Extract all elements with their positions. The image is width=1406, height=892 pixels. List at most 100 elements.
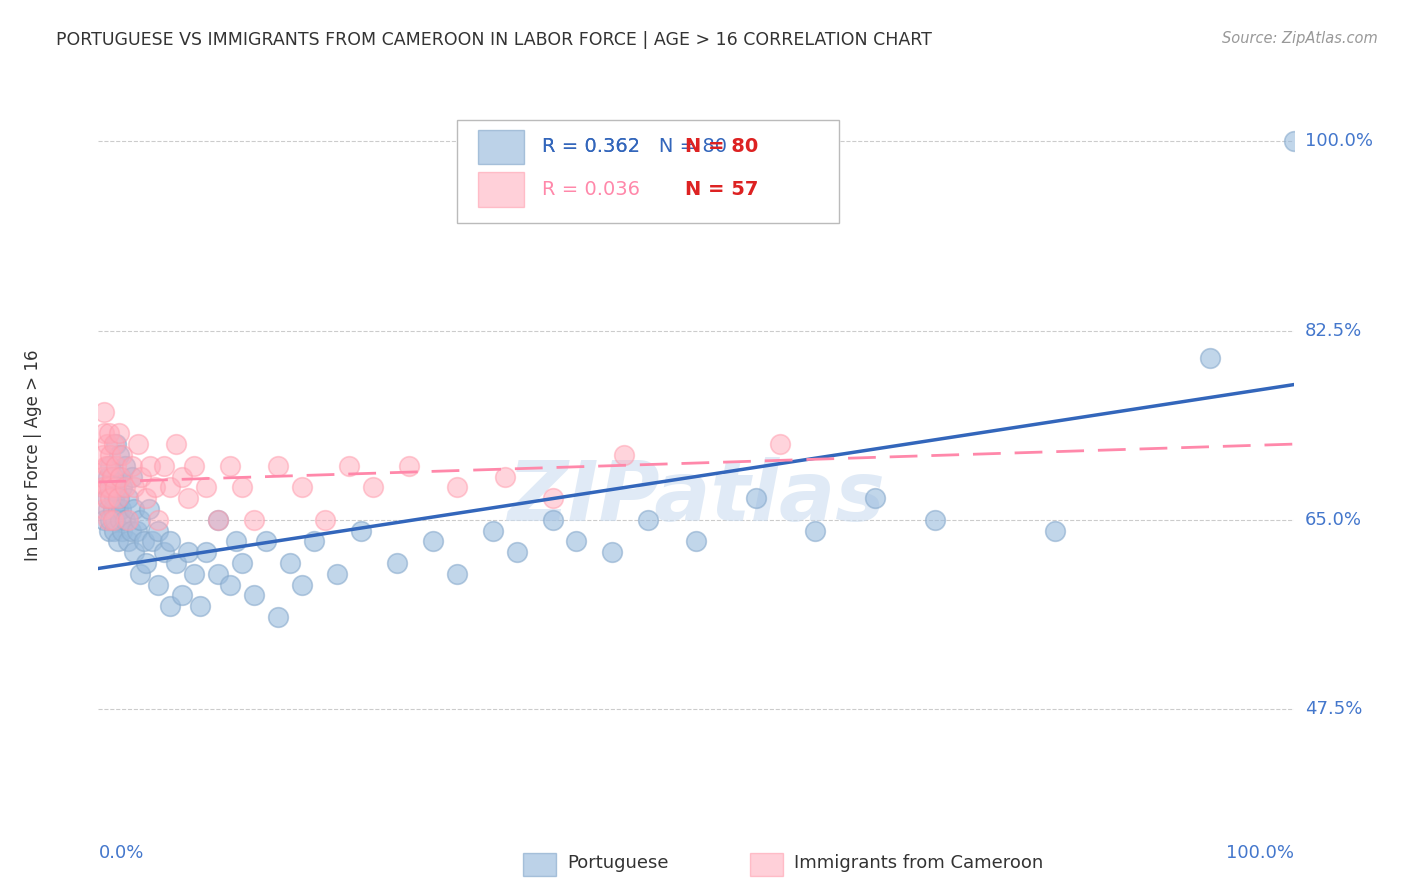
Point: [98, 480, 121, 494]
Point: [98, 491, 122, 505]
Point: [93, 513, 115, 527]
Point: [350, 524, 373, 538]
Point: [108, 469, 131, 483]
Point: [159, 480, 181, 494]
Point: [121, 458, 143, 473]
Point: [93, 426, 115, 441]
Text: R = 0.362   N = 80: R = 0.362 N = 80: [541, 137, 727, 156]
Point: [107, 534, 129, 549]
Point: [107, 448, 129, 462]
Point: [165, 437, 187, 451]
Point: [290, 577, 312, 591]
Text: Portuguese: Portuguese: [567, 855, 668, 872]
Text: 0.0%: 0.0%: [98, 844, 143, 862]
Text: 100.0%: 100.0%: [1305, 132, 1372, 151]
Text: PORTUGUESE VS IMMIGRANTS FROM CAMEROON IN LABOR FORCE | AGE > 16 CORRELATION CHA: PORTUGUESE VS IMMIGRANTS FROM CAMEROON I…: [56, 31, 932, 49]
Point: [159, 534, 181, 549]
Point: [685, 534, 707, 549]
Point: [124, 502, 146, 516]
Point: [107, 491, 129, 505]
Point: [177, 491, 200, 505]
Point: [93, 405, 115, 419]
Text: R = 0.036: R = 0.036: [541, 180, 640, 199]
Point: [863, 491, 886, 505]
Point: [188, 599, 211, 614]
Point: [98, 458, 122, 473]
Point: [97, 458, 120, 473]
Point: [111, 524, 134, 538]
Point: [745, 491, 768, 505]
Point: [101, 469, 124, 483]
Point: [207, 513, 229, 527]
Point: [143, 480, 166, 494]
Point: [565, 534, 588, 549]
Point: [139, 458, 162, 473]
Point: [110, 502, 132, 516]
Point: [177, 545, 200, 559]
Point: [98, 426, 121, 441]
Point: [97, 469, 120, 483]
Point: [104, 513, 127, 527]
Point: [127, 437, 149, 451]
Point: [105, 437, 128, 451]
Point: [101, 513, 124, 527]
Point: [103, 437, 125, 451]
Point: [183, 566, 205, 581]
Point: [337, 458, 360, 473]
Point: [98, 448, 122, 462]
Point: [506, 545, 529, 559]
Point: [446, 566, 468, 581]
Point: [1282, 134, 1305, 148]
Point: [385, 556, 409, 570]
Text: N = 57: N = 57: [685, 180, 759, 199]
Bar: [523, 853, 557, 876]
Point: [105, 458, 128, 473]
Point: [129, 513, 152, 527]
Point: [1043, 524, 1066, 538]
Point: [231, 556, 253, 570]
Point: [105, 480, 128, 494]
Point: [124, 545, 146, 559]
Text: Source: ZipAtlas.com: Source: ZipAtlas.com: [1222, 31, 1378, 46]
Point: [120, 524, 142, 538]
Point: [165, 556, 187, 570]
Point: [804, 524, 827, 538]
Point: [148, 524, 170, 538]
Point: [219, 577, 242, 591]
Point: [103, 524, 125, 538]
Point: [148, 513, 170, 527]
Text: ZIPatlas: ZIPatlas: [508, 458, 884, 538]
Point: [98, 480, 122, 494]
Point: [96, 480, 118, 494]
Text: 82.5%: 82.5%: [1305, 322, 1362, 340]
Text: 65.0%: 65.0%: [1305, 511, 1361, 529]
Point: [267, 610, 290, 624]
Point: [108, 469, 131, 483]
Point: [107, 491, 129, 505]
Point: [91, 469, 114, 483]
Point: [613, 448, 636, 462]
Point: [446, 480, 468, 494]
Point: [481, 524, 505, 538]
Point: [363, 480, 385, 494]
Point: [101, 502, 124, 516]
Point: [104, 480, 127, 494]
Point: [97, 513, 120, 527]
Text: 47.5%: 47.5%: [1305, 700, 1362, 718]
Point: [153, 545, 176, 559]
Point: [94, 458, 117, 473]
Point: [243, 589, 266, 603]
Point: [541, 491, 564, 505]
Bar: [478, 129, 524, 164]
Point: [207, 513, 229, 527]
Point: [103, 491, 125, 505]
Point: [541, 513, 564, 527]
Point: [600, 545, 623, 559]
Point: [114, 458, 136, 473]
Point: [96, 437, 118, 451]
Point: [768, 437, 790, 451]
Point: [219, 458, 242, 473]
Point: [637, 513, 659, 527]
Point: [207, 566, 229, 581]
Point: [111, 480, 134, 494]
